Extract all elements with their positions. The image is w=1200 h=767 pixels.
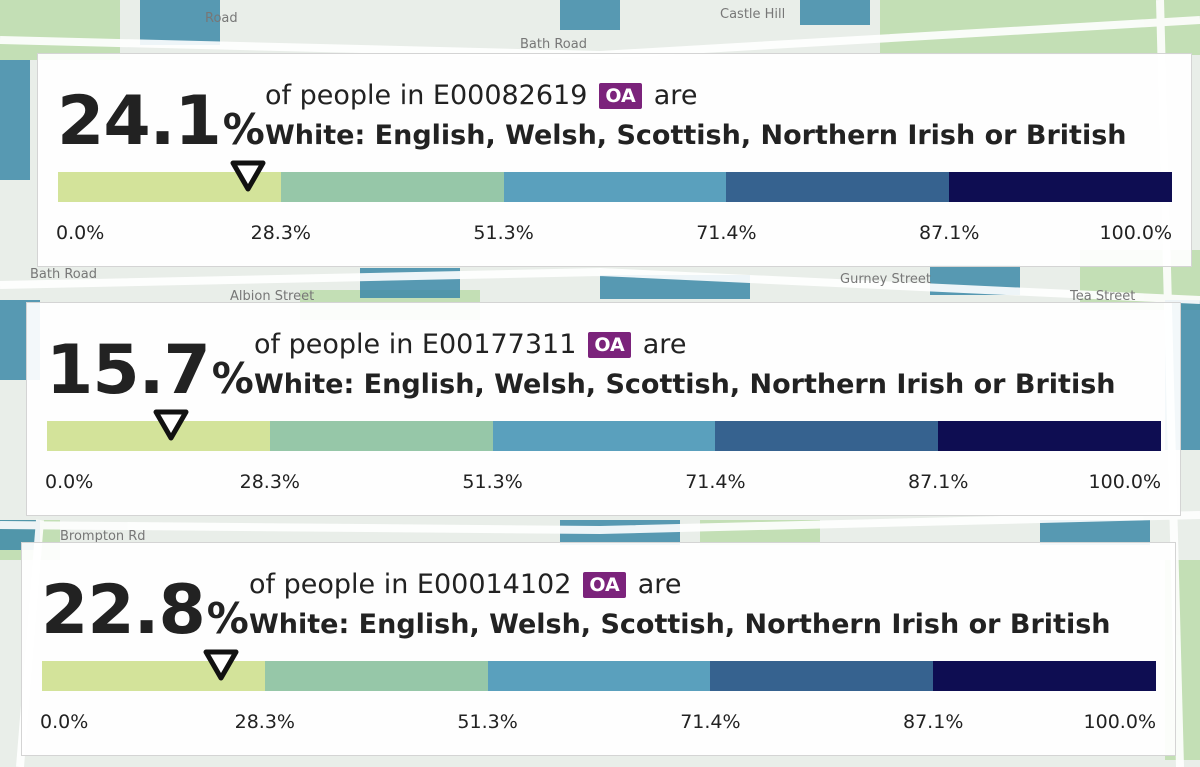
summary-card-2: 22.8% of people in E00014102 OA are White: E…: [21, 542, 1176, 756]
percentage-unit: %: [206, 594, 249, 643]
map-label: Brompton Rd: [60, 529, 146, 544]
area-description: of people in E00082619 OA are: [265, 80, 697, 111]
percentage-number: 24.1: [57, 82, 222, 161]
legend-segment-2: [487, 661, 711, 691]
percentage-unit: %: [211, 354, 254, 403]
percentage-value: 24.1%: [57, 82, 265, 161]
legend-tick-label: 100.0%: [1083, 711, 1156, 733]
legend-ticks: 0.0% 28.3% 51.3% 71.4% 87.1% 100.0%: [22, 711, 1175, 741]
area-suffix: are: [653, 80, 698, 111]
category-name: White: English, Welsh, Scottish, Norther…: [265, 120, 1127, 151]
geography-badge: OA: [599, 82, 642, 109]
map-label: Castle Hill: [720, 7, 785, 22]
legend-tick-label: 51.3%: [473, 222, 534, 244]
area-intro: of people in E00014102: [249, 569, 572, 600]
geography-badge: OA: [583, 571, 626, 598]
legend-tick-label: 71.4%: [696, 222, 757, 244]
legend-segment-1: [269, 421, 493, 451]
percentage-number: 15.7: [46, 331, 211, 410]
legend-tick-label: 51.3%: [462, 471, 523, 493]
area-suffix: are: [637, 569, 682, 600]
value-marker-icon: [230, 160, 266, 192]
area-description: of people in E00014102 OA are: [249, 569, 681, 600]
legend-segment-4: [933, 661, 1156, 691]
legend-segment-0: [47, 421, 270, 451]
legend-segment-2: [503, 172, 727, 202]
map-label: Albion Street: [230, 289, 314, 304]
legend-bar: [47, 421, 1161, 451]
map-label: Bath Road: [520, 37, 587, 52]
legend-tick-label: 0.0%: [45, 471, 94, 493]
legend-tick-label: 100.0%: [1088, 471, 1161, 493]
category-name: White: English, Welsh, Scottish, Norther…: [254, 369, 1116, 400]
area-description: of people in E00177311 OA are: [254, 329, 686, 360]
legend-segment-3: [710, 661, 934, 691]
legend-segment-4: [938, 421, 1161, 451]
legend-tick-label: 28.3%: [234, 711, 295, 733]
percentage-unit: %: [222, 105, 265, 154]
geography-badge: OA: [588, 331, 631, 358]
legend-ticks: 0.0% 28.3% 51.3% 71.4% 87.1% 100.0%: [38, 222, 1191, 252]
legend-tick-label: 87.1%: [919, 222, 980, 244]
area-intro: of people in E00177311: [254, 329, 577, 360]
legend-tick-label: 0.0%: [40, 711, 89, 733]
legend-segment-1: [280, 172, 504, 202]
legend-segment-3: [726, 172, 950, 202]
map-label: Bath Road: [30, 267, 97, 282]
legend-ticks: 0.0% 28.3% 51.3% 71.4% 87.1% 100.0%: [27, 471, 1180, 501]
legend-segment-3: [715, 421, 939, 451]
map-label: Road: [205, 11, 238, 26]
legend-segment-4: [949, 172, 1172, 202]
category-name: White: English, Welsh, Scottish, Norther…: [249, 609, 1111, 640]
summary-card-0: 24.1% of people in E00082619 OA are White: E…: [37, 53, 1192, 267]
legend-segment-1: [264, 661, 488, 691]
legend-tick-label: 100.0%: [1099, 222, 1172, 244]
value-marker-icon: [203, 649, 239, 681]
summary-card-1: 15.7% of people in E00177311 OA are White: E…: [26, 302, 1181, 516]
legend-tick-label: 0.0%: [56, 222, 105, 244]
area-intro: of people in E00082619: [265, 80, 588, 111]
legend-bar: [42, 661, 1156, 691]
legend-tick-label: 71.4%: [685, 471, 746, 493]
legend-tick-label: 87.1%: [903, 711, 964, 733]
map-label: Tea Street: [1069, 289, 1135, 304]
percentage-value: 22.8%: [41, 571, 249, 650]
area-suffix: are: [642, 329, 687, 360]
legend-segment-2: [492, 421, 716, 451]
value-marker-icon: [153, 409, 189, 441]
legend-tick-label: 51.3%: [457, 711, 518, 733]
legend-tick-label: 87.1%: [908, 471, 969, 493]
legend-tick-label: 71.4%: [680, 711, 741, 733]
legend-tick-label: 28.3%: [239, 471, 300, 493]
map-label: Gurney Street: [840, 272, 931, 287]
percentage-value: 15.7%: [46, 331, 254, 410]
legend-tick-label: 28.3%: [250, 222, 311, 244]
percentage-number: 22.8: [41, 571, 206, 650]
legend-bar: [58, 172, 1172, 202]
